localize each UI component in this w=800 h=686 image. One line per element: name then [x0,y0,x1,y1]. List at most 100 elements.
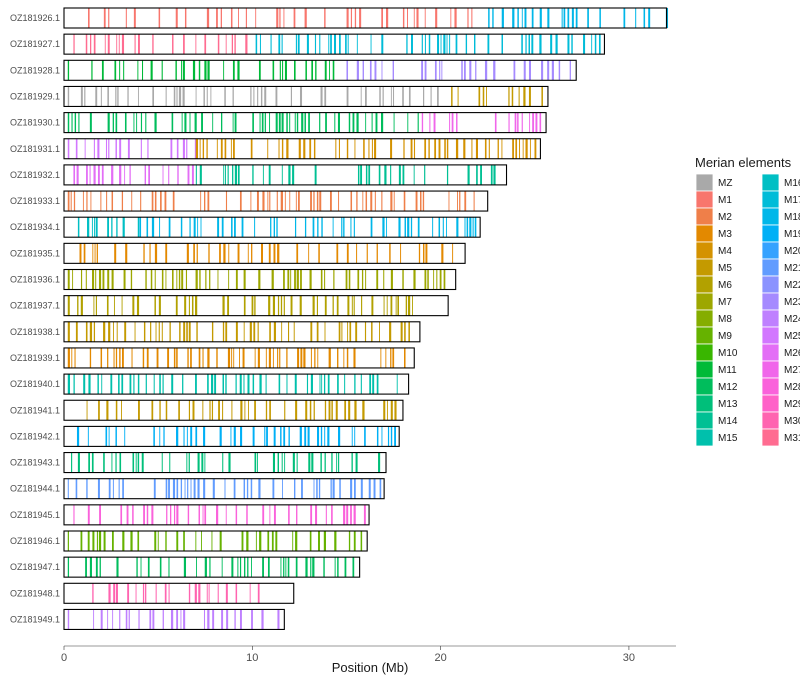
gene-mark [348,112,351,133]
gene-mark [451,112,454,133]
gene-mark [87,531,90,551]
gene-mark [258,269,261,290]
gene-mark [283,269,285,290]
gene-mark [125,8,127,28]
gene-mark [284,191,286,212]
gene-mark [264,86,267,107]
gene-mark [324,60,327,81]
gene-mark [517,8,519,28]
gene-mark [310,557,312,578]
gene-mark [598,34,601,55]
gene-mark [217,583,219,604]
gene-mark [547,60,550,81]
legend-swatch [761,360,780,379]
gene-mark [145,374,147,395]
gene-mark [332,60,335,81]
gene-mark [77,217,80,238]
gene-mark [299,426,302,447]
gene-mark [197,217,199,238]
gene-mark [137,374,140,395]
gene-mark [170,504,172,525]
gene-mark [270,34,272,55]
gene-mark [277,452,279,473]
gene-mark [623,8,626,28]
gene-mark [310,374,313,395]
gene-mark [269,504,271,525]
gene-mark [350,8,353,28]
gene-mark [319,374,321,395]
gene-mark [93,609,95,630]
gene-mark [164,191,167,212]
gene-mark [92,269,95,290]
gene-mark [183,531,185,551]
gene-mark [161,269,164,290]
gene-mark [268,295,271,316]
gene-mark [266,426,268,447]
gene-mark [226,609,229,630]
gene-mark [74,347,76,368]
gene-mark [259,34,261,55]
gene-mark [176,269,178,290]
gene-mark [344,400,347,421]
gene-mark [352,112,355,133]
gene-mark [246,478,249,499]
gene-mark [80,295,83,316]
gene-mark [501,138,503,159]
legend-label: M5 [718,263,732,274]
gene-mark [366,243,368,264]
gene-mark [192,60,196,81]
gene-mark [334,557,336,578]
gene-mark [184,295,187,316]
gene-mark [133,112,135,133]
gene-mark [430,86,432,107]
gene-mark [132,452,135,473]
gene-mark [281,452,283,473]
gene-mark [492,8,494,28]
gene-mark [250,138,253,159]
gene-mark [126,504,129,525]
chromosome-label: OZ181939.1 [10,353,60,363]
gene-mark [67,347,70,368]
gene-mark [413,164,415,185]
gene-mark [77,295,79,316]
gene-mark [159,557,162,578]
gene-mark [142,583,145,604]
gene-mark [463,138,466,159]
gene-mark [191,295,194,316]
gene-mark [97,164,100,185]
gene-mark [119,164,122,185]
gene-mark [281,112,284,133]
gene-mark [524,8,527,28]
gene-marks [67,112,542,133]
gene-mark [531,34,534,55]
gene-mark [513,60,516,81]
gene-mark [105,426,108,447]
gene-mark [192,400,195,421]
gene-mark [245,8,247,28]
gene-mark [271,531,274,551]
gene-mark [421,60,424,81]
gene-mark [283,295,285,316]
gene-mark [648,8,651,28]
legend-item: M16 [761,173,800,192]
gene-mark [446,138,449,159]
gene-mark [305,400,308,421]
gene-mark [123,60,125,81]
gene-mark [74,112,77,133]
gene-mark [320,426,323,447]
gene-mark [317,217,319,238]
gene-mark [67,60,70,81]
gene-mark [323,374,326,395]
gene-mark [199,164,202,185]
gene-mark [252,426,255,447]
gene-mark [115,112,118,133]
gene-mark [476,164,478,185]
gene-marks [67,557,355,578]
gene-mark [214,374,217,395]
gene-mark [466,217,469,238]
gene-mark [407,8,409,28]
gene-mark [344,557,347,578]
chromosome-outline [63,504,370,526]
gene-mark [151,191,154,212]
legend-swatch [761,241,780,260]
